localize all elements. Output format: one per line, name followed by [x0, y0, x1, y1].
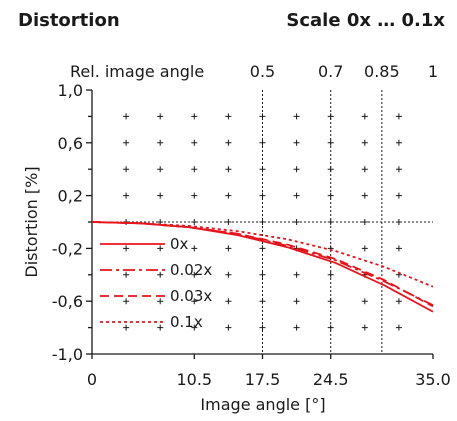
x-tick-label: 24.5 — [313, 370, 349, 389]
grid-plus — [361, 113, 368, 120]
grid-plus — [123, 245, 130, 252]
x-tick-label: 35.0 — [415, 370, 451, 389]
grid-plus — [293, 298, 300, 305]
grid-plus — [293, 271, 300, 278]
grid-plus — [395, 298, 402, 305]
grid-plus — [225, 271, 232, 278]
grid-plus — [157, 139, 164, 146]
grid-plus — [123, 298, 130, 305]
grid-plus — [293, 166, 300, 173]
grid-plus — [157, 166, 164, 173]
legend-label-0.1x: 0.1x — [170, 313, 203, 331]
grid-plus — [225, 166, 232, 173]
grid-plus — [361, 166, 368, 173]
y-tick-label: -1,0 — [52, 345, 83, 364]
grid-plus — [293, 113, 300, 120]
grid-plus — [191, 166, 198, 173]
grid-plus — [123, 166, 130, 173]
grid-plus — [225, 113, 232, 120]
legend-label-0.02x: 0.02x — [170, 261, 212, 279]
grid-plus — [157, 245, 164, 252]
grid-plus — [191, 324, 198, 331]
grid-plus — [225, 245, 232, 252]
grid-plus — [225, 324, 232, 331]
x-tick-label: 17.5 — [245, 370, 281, 389]
grid-plus — [361, 139, 368, 146]
grid-plus — [191, 298, 198, 305]
grid-plus — [361, 245, 368, 252]
grid-plus — [191, 139, 198, 146]
grid-plus — [157, 271, 164, 278]
grid-plus — [293, 324, 300, 331]
top-tick-label: 0.7 — [318, 62, 343, 81]
axes: 0.5 0.7 0.85 1 1,0 0,6 0,2 -0,2 -0,6 -1,00 10.5 17.… — [52, 62, 451, 389]
top-tick-label: 1 — [428, 62, 438, 81]
grid-plus — [225, 139, 232, 146]
grid-plus — [123, 139, 130, 146]
grid-plus — [191, 113, 198, 120]
legend-label-0.03x: 0.03x — [170, 287, 212, 305]
grid-plus — [395, 139, 402, 146]
grid-plus — [395, 245, 402, 252]
grid-plus — [157, 298, 164, 305]
grid-plus — [123, 113, 130, 120]
y-tick-label: -0,2 — [52, 239, 83, 258]
grid-plus — [157, 192, 164, 199]
grid-plus — [395, 324, 402, 331]
grid-plus — [225, 298, 232, 305]
top-axis-label: Rel. image angle — [70, 62, 204, 81]
grid — [92, 90, 433, 354]
grid-plus — [293, 192, 300, 199]
top-tick-label: 0.5 — [250, 62, 275, 81]
y-tick-label: 0,6 — [58, 134, 83, 153]
grid-plus — [191, 192, 198, 199]
y-tick-label: 1,0 — [58, 81, 83, 100]
series-line-0.1x — [91, 221, 434, 288]
grid-plus — [191, 271, 198, 278]
x-tick-label: 10.5 — [176, 370, 212, 389]
x-tick-label: 0 — [87, 370, 97, 389]
y-tick-label: -0,6 — [52, 292, 83, 311]
chart-title: Distortion — [18, 10, 120, 31]
grid-plus — [395, 113, 402, 120]
grid-plus — [157, 324, 164, 331]
legend: 0x 0.02x 0.03x 0.1x — [100, 235, 212, 331]
y-tick-label: 0,2 — [58, 187, 83, 206]
y-axis-label: Distortion [%] — [22, 166, 41, 277]
series-lines — [91, 221, 434, 313]
grid-plus — [395, 192, 402, 199]
grid-plus — [123, 271, 130, 278]
grid-plus — [361, 298, 368, 305]
grid-plus — [361, 324, 368, 331]
grid-plus — [157, 113, 164, 120]
legend-label-0x: 0x — [170, 235, 189, 253]
scale-label: Scale 0x … 0.1x — [286, 10, 445, 31]
grid-plus — [293, 139, 300, 146]
grid-plus — [395, 166, 402, 173]
grid-plus — [361, 192, 368, 199]
grid-plus — [123, 324, 130, 331]
grid-plus — [123, 192, 130, 199]
grid-plus — [191, 245, 198, 252]
x-axis-label: Image angle [°] — [200, 395, 325, 414]
top-tick-label: 0.85 — [364, 62, 400, 81]
grid-plus — [225, 192, 232, 199]
